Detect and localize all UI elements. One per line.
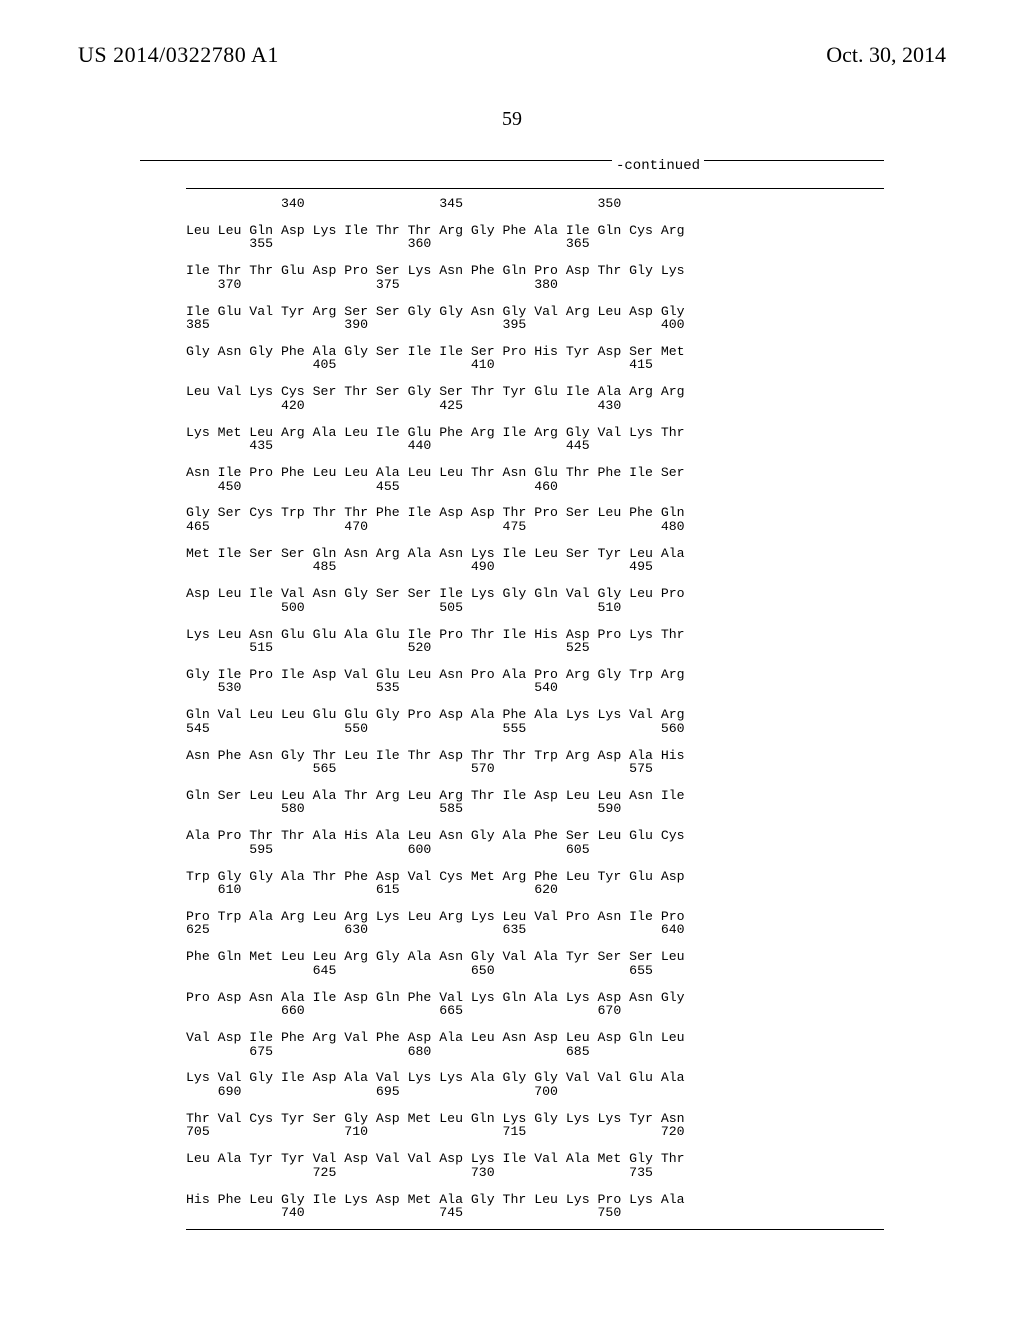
- continued-label: -continued: [612, 158, 704, 174]
- page: US 2014/0322780 A1 Oct. 30, 2014 59 -con…: [0, 0, 1024, 1320]
- page-number: 59: [0, 108, 1024, 131]
- header-publication-number: US 2014/0322780 A1: [78, 42, 279, 68]
- sequence-block: 340 345 350 Leu Leu Gln Asp Lys Ile Thr …: [186, 188, 884, 1230]
- sequence-block-inner: 340 345 350 Leu Leu Gln Asp Lys Ile Thr …: [186, 188, 884, 1230]
- continued-top-rule: [140, 160, 884, 161]
- continued-header: -continued: [140, 160, 884, 161]
- header-date: Oct. 30, 2014: [826, 42, 946, 68]
- sequence-listing: 340 345 350 Leu Leu Gln Asp Lys Ile Thr …: [186, 197, 884, 1219]
